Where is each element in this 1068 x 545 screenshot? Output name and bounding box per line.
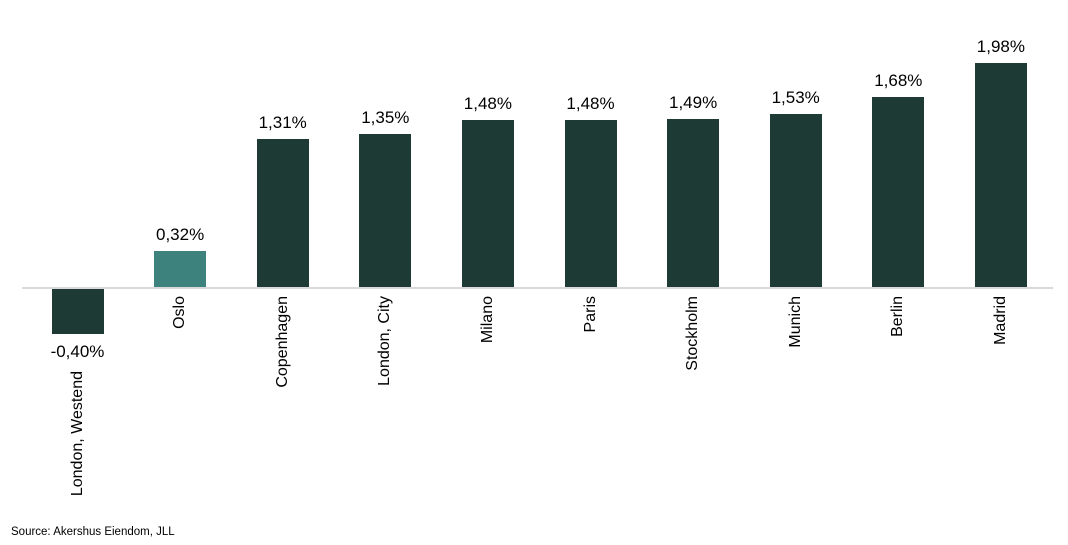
bar-oslo bbox=[154, 250, 207, 287]
value-label-london-city: 1,35% bbox=[361, 108, 410, 128]
category-label-berlin: Berlin bbox=[889, 296, 907, 337]
category-label-london-westend: London, Westend bbox=[68, 371, 86, 497]
value-label-oslo: 0,32% bbox=[155, 224, 205, 244]
category-label-stockholm: Stockholm bbox=[684, 296, 702, 371]
value-label-berlin: 1,68% bbox=[874, 71, 923, 91]
value-label-munich: 1,53% bbox=[771, 88, 820, 108]
value-label-madrid: 1,98% bbox=[976, 37, 1025, 57]
bar-london-westend bbox=[51, 289, 104, 335]
value-label-copenhagen: 1,31% bbox=[258, 112, 307, 132]
bar-paris bbox=[564, 119, 617, 287]
category-label-madrid: Madrid bbox=[991, 296, 1009, 345]
category-label-milano: Milano bbox=[478, 296, 496, 344]
bar-milano bbox=[461, 119, 514, 287]
category-label-london-city: London, City bbox=[376, 296, 394, 386]
x-axis-line bbox=[22, 287, 1053, 289]
bar-stockholm bbox=[667, 118, 720, 287]
bar-madrid bbox=[974, 63, 1027, 287]
category-label-munich: Munich bbox=[786, 296, 804, 348]
category-label-paris: Paris bbox=[581, 296, 599, 333]
category-label-copenhagen: Copenhagen bbox=[273, 296, 291, 388]
bar-munich bbox=[769, 114, 822, 287]
value-label-paris: 1,48% bbox=[566, 93, 615, 113]
value-label-london-westend: -0,40% bbox=[50, 342, 105, 362]
bar-copenhagen bbox=[256, 138, 309, 287]
value-label-milano: 1,48% bbox=[463, 93, 512, 113]
category-label-oslo: Oslo bbox=[171, 296, 189, 329]
bar-berlin bbox=[872, 97, 925, 287]
bar-london-city bbox=[359, 134, 412, 287]
value-label-stockholm: 1,49% bbox=[668, 92, 718, 112]
source-note: Source: Akershus Eiendom, JLL bbox=[11, 526, 175, 538]
